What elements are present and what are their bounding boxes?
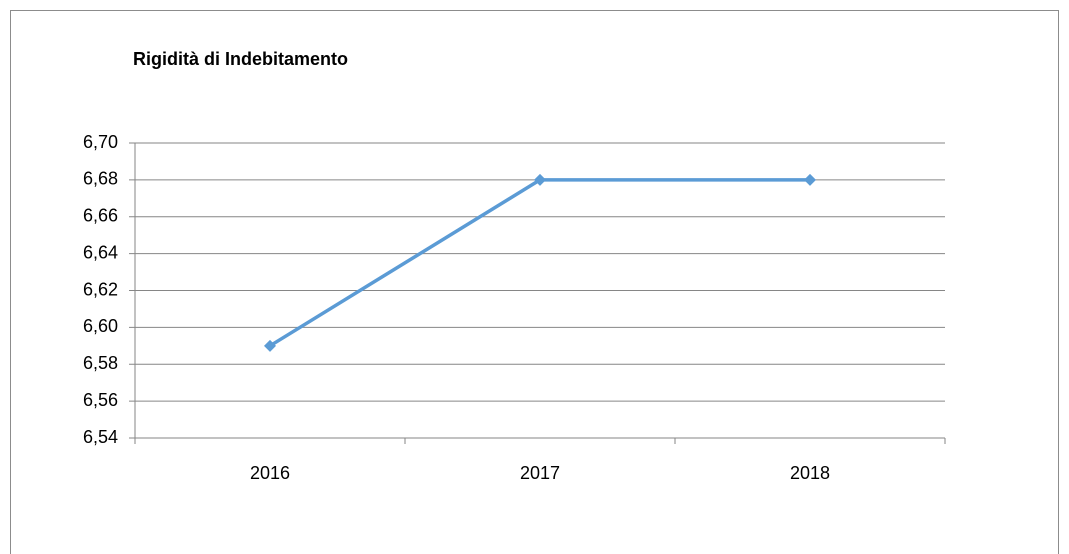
x-tick-label: 2018 (790, 463, 830, 483)
y-tick-label: 6,64 (83, 242, 118, 262)
x-tick-label: 2016 (250, 463, 290, 483)
y-tick-label: 6,54 (83, 427, 118, 447)
marker (804, 173, 816, 186)
y-tick-label: 6,58 (83, 353, 118, 373)
y-tick-label: 6,60 (83, 316, 118, 336)
y-tick-label: 6,56 (83, 390, 118, 410)
chart-frame (10, 10, 1059, 554)
y-tick-label: 6,62 (83, 279, 118, 299)
chart-title: Rigidità di Indebitamento (133, 49, 348, 69)
marker (534, 173, 546, 186)
y-tick-label: 6,70 (83, 132, 118, 152)
marker (264, 339, 276, 352)
x-tick-label: 2017 (520, 463, 560, 483)
y-tick-label: 6,66 (83, 206, 118, 226)
y-tick-label: 6,68 (83, 169, 118, 189)
